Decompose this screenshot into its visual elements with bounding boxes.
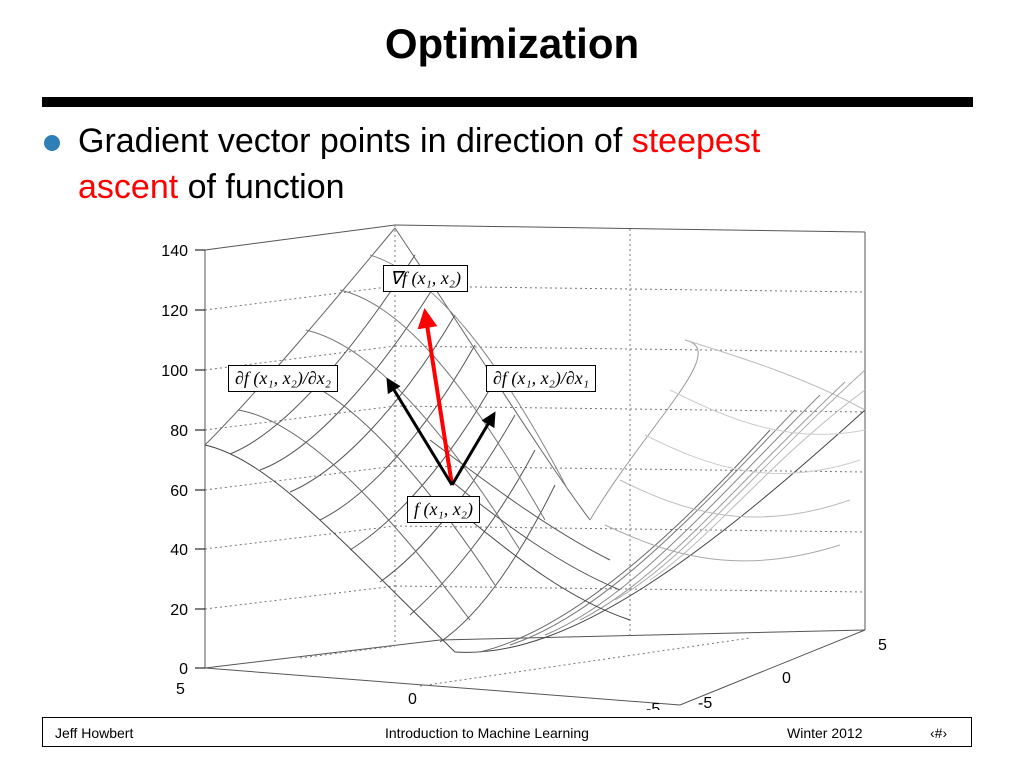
z-tick-label: 140: [161, 243, 188, 260]
bullet-text: Gradient vector points in direction of s…: [78, 118, 958, 210]
footer-course: Introduction to Machine Learning: [385, 725, 589, 741]
title-divider: [42, 97, 973, 107]
gradient-arrow: [417, 308, 454, 486]
y-tick-label: 0: [782, 670, 791, 687]
bullet-dot-icon: [44, 135, 60, 151]
y-tick-label: -5: [698, 695, 712, 710]
z-tick-label: 120: [161, 303, 188, 320]
gradient-label: ∇f (x₁, x₂): [383, 265, 469, 292]
bullet-text-part-2: of function: [178, 168, 345, 206]
bullet-highlight-steepest: steepest: [631, 122, 761, 160]
surface-plot-svg: 140 120 100 80 60 40 20 0 5 0 -5 5 0 -5: [161, 224, 887, 710]
point-label: f (x₁, x₂): [407, 496, 480, 523]
slide-title: Optimization: [384, 20, 640, 67]
x-tick-label: 5: [176, 681, 185, 698]
slide-footer: Jeff Howbert Introduction to Machine Lea…: [42, 717, 972, 747]
y-tick-label: 5: [878, 637, 887, 654]
z-tick-label: 100: [161, 363, 188, 380]
z-tick-label: 20: [170, 602, 188, 619]
partial-x2-label: ∂f (x₁, x₂)/∂x₂: [228, 365, 339, 392]
bullet-text-part-1: Gradient vector points in direction of: [78, 122, 632, 160]
x-tick-label: 0: [408, 691, 417, 708]
bullet-highlight-ascent: ascent: [78, 168, 179, 206]
back-grid: [204, 225, 866, 687]
partial-x1-label: ∂f (x₁, x₂)/∂x₁: [486, 365, 597, 392]
footer-term: Winter 2012: [787, 725, 863, 741]
axes-box: [204, 224, 866, 706]
surface-mesh: [204, 227, 866, 653]
partial-x1-arrow: [450, 411, 496, 486]
z-tick-marks: [195, 249, 205, 669]
footer-page-number: ‹#›: [930, 725, 948, 741]
z-tick-label: 40: [170, 542, 188, 559]
partial-x2-arrow: [386, 377, 454, 486]
footer-author: Jeff Howbert: [55, 725, 134, 741]
z-tick-label: 0: [179, 661, 188, 678]
surface-plot: 140 120 100 80 60 40 20 0 5 0 -5 5 0 -5 …: [150, 220, 910, 710]
x-tick-label: -5: [646, 701, 660, 710]
z-tick-label: 60: [170, 483, 188, 500]
z-tick-label: 80: [170, 423, 188, 440]
